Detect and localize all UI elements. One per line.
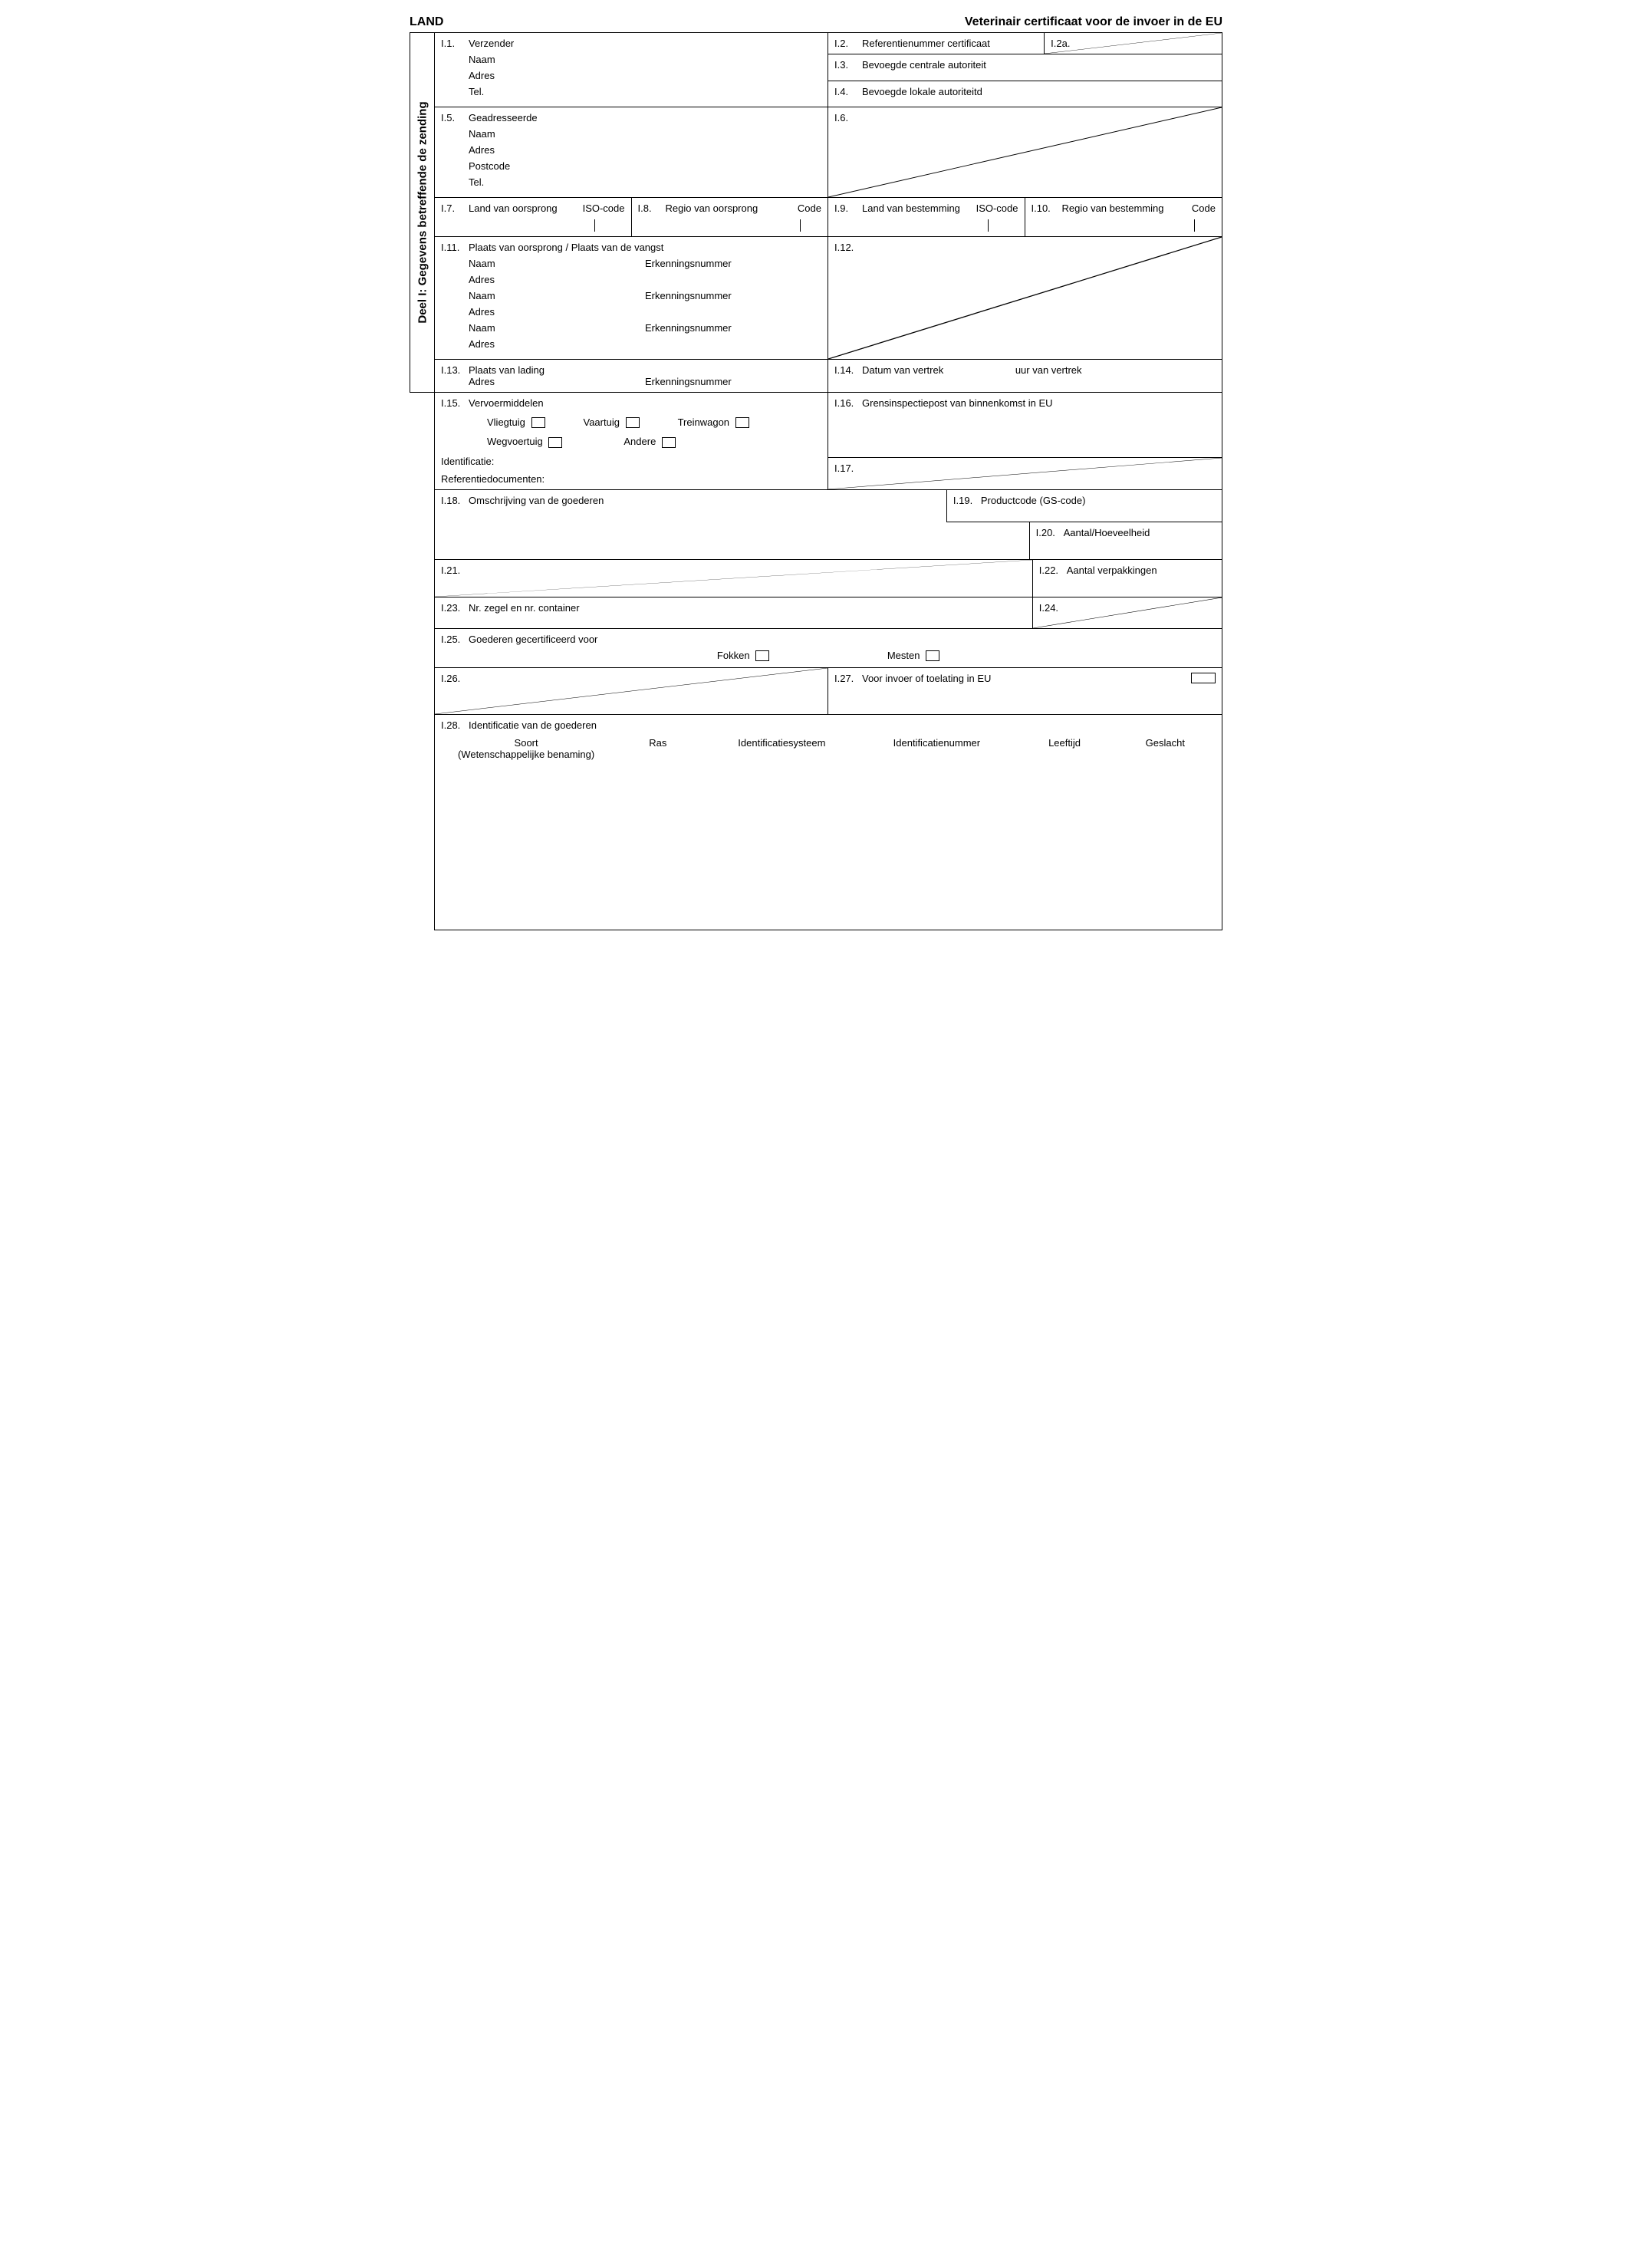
- box-i21: I.21.: [435, 560, 1033, 597]
- box-i27: I.27.Voor invoer of toelating in EU: [828, 668, 1222, 714]
- box-i23: I.23.Nr. zegel en nr. container: [435, 597, 1033, 628]
- box-i13: I.13.Plaats van lading AdresErkenningsnu…: [435, 360, 828, 392]
- box-i3: I.3.Bevoegde centrale autoriteit: [828, 54, 1222, 81]
- opt-mesten[interactable]: Mesten: [887, 650, 939, 661]
- box-i28: I.28.Identificatie van de goederen Soort…: [435, 715, 1222, 930]
- box-i5: I.5.Geadresseerde Naam Adres Postcode Te…: [435, 107, 828, 197]
- opt-treinwagon[interactable]: Treinwagon: [678, 416, 749, 429]
- opt-vaartuig[interactable]: Vaartuig: [584, 416, 640, 429]
- box-i1: I.1.Verzender Naam Adres Tel.: [435, 33, 828, 107]
- box-i11: I.11.Plaats van oorsprong / Plaats van d…: [435, 237, 828, 359]
- box-i26: I.26.: [435, 668, 828, 714]
- part-label: Deel I: Gegevens betreffende de zending: [410, 33, 435, 392]
- opt-vliegtuig[interactable]: Vliegtuig: [487, 416, 545, 429]
- opt-andere[interactable]: Andere: [624, 436, 676, 448]
- box-i20: I.20.Aantal/Hoeveelheid: [1029, 522, 1222, 559]
- box-i2: I.2.Referentienummer certificaat: [828, 33, 1045, 54]
- opt-fokken[interactable]: Fokken: [717, 650, 769, 661]
- box-i4: I.4.Bevoegde lokale autoriteitd: [828, 81, 1222, 107]
- box-i19: I.19.Productcode (GS-code): [946, 490, 1222, 522]
- box-i22: I.22.Aantal verpakkingen: [1033, 560, 1222, 597]
- box-i18: I.18.Omschrijving van de goederen: [435, 490, 946, 559]
- box-i25: I.25.Goederen gecertificeerd voor Fokken…: [435, 629, 1222, 667]
- opt-invoer-eu[interactable]: [1191, 673, 1216, 683]
- box-i14: I.14.Datum van vertrek uur van vertrek: [828, 360, 1222, 392]
- box-i24: I.24.: [1033, 597, 1222, 628]
- box-i6: I.6.: [828, 107, 1222, 197]
- box-i10: I.10.Regio van bestemmingCode: [1025, 198, 1222, 236]
- box-i17: I.17.: [828, 458, 1222, 489]
- box-i12: I.12.: [828, 237, 1222, 359]
- header-right: Veterinair certificaat voor de invoer in…: [965, 15, 1222, 29]
- opt-wegvoertuig[interactable]: Wegvoertuig: [487, 436, 562, 448]
- box-i16: I.16.Grensinspectiepost van binnenkomst …: [828, 393, 1222, 458]
- box-i15: I.15.Vervoermiddelen Vliegtuig Vaartuig …: [435, 393, 828, 489]
- box-i2a: I.2a.: [1045, 33, 1222, 54]
- box-i9: I.9.Land van bestemmingISO-code: [828, 198, 1025, 236]
- header-left: LAND: [410, 15, 443, 29]
- box-i7: I.7.Land van oorsprongISO-code: [435, 198, 632, 236]
- box-i8: I.8.Regio van oorsprongCode: [632, 198, 829, 236]
